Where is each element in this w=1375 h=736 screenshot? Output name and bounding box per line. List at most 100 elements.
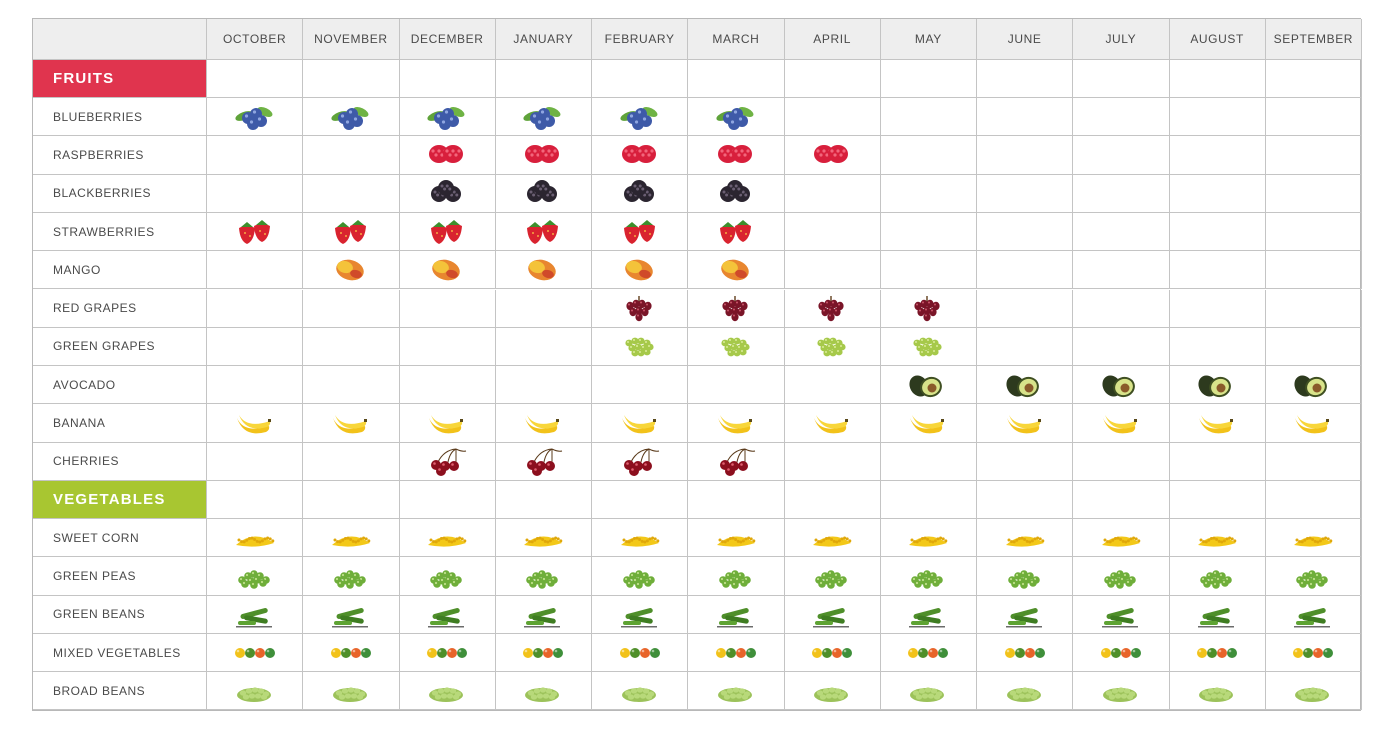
green-peas-icon [719,570,751,589]
cherries-icon [431,448,467,477]
green-peas-icon [1200,570,1232,589]
season-cell [688,136,785,175]
section-blank-cell [977,60,1074,98]
raspberries-icon [814,144,849,163]
green-peas-icon [622,570,655,589]
section-blank-cell [592,60,689,98]
season-cell [1265,212,1362,252]
sweet-corn-icon [620,536,659,547]
produce-name: GREEN GRAPES [53,339,156,354]
season-cell [1169,251,1266,290]
section-blank-cell [207,481,304,519]
section-blank-cell [207,60,304,98]
section-blank-cell [303,60,400,98]
produce-name: MIXED VEGETABLES [53,645,181,660]
season-cell [399,366,496,405]
raspberries-icon [717,144,752,163]
blackberries-icon [719,180,750,203]
sweet-corn-icon [813,536,852,547]
season-cell [207,98,304,137]
season-cell [1169,442,1266,481]
green-beans-icon [235,608,272,628]
sweet-corn-icon [909,536,948,547]
section-blank-cell [784,481,881,519]
season-cell [399,174,496,213]
season-cell [1073,519,1170,558]
row-label-red-grapes: RED GRAPES [33,289,207,328]
month-header-february: FEBRUARY [592,19,689,60]
green-beans-icon [331,608,368,628]
season-cell [495,672,592,711]
mixed-vegetables-icon [427,647,468,658]
season-cell [495,327,592,367]
broad-beans-icon [910,687,945,702]
section-blank-cell [399,60,496,98]
month-label: SEPTEMBER [1273,32,1354,46]
season-cell [1265,519,1362,558]
season-cell [688,174,785,213]
produce-name: MANGO [53,262,101,277]
season-cell [303,519,400,558]
month-label: AUGUST [1190,32,1244,46]
season-cell [880,174,977,213]
section-blank-cell [880,481,977,519]
season-cell [880,98,977,137]
season-cell [1169,404,1266,443]
season-cell [592,212,689,252]
season-cell [880,404,977,443]
section-blank-cell [1265,481,1362,519]
season-cell [592,672,689,711]
season-cell [303,174,400,213]
season-cell [495,289,592,328]
month-label: OCTOBER [222,32,287,46]
green-peas-icon [1296,570,1329,589]
season-cell [592,174,689,213]
season-cell [592,289,689,328]
season-cell [1073,366,1170,405]
season-cell [1169,327,1266,367]
season-cell [495,98,592,137]
season-cell [495,595,592,634]
season-cell [207,251,304,290]
season-cell [592,251,689,290]
avocado-icon [1006,375,1039,397]
mango-icon [528,259,557,281]
season-cell [207,327,304,367]
season-cell [303,327,400,367]
season-cell [784,633,881,673]
mixed-vegetables-icon [715,647,756,658]
season-cell [207,289,304,328]
mixed-vegetables-icon [1293,647,1334,658]
season-cell [977,98,1074,137]
red-grapes-icon [914,296,940,322]
strawberries-icon [431,219,463,244]
month-header-march: MARCH [688,19,785,60]
row-label-green-beans: GREEN BEANS [33,595,207,634]
mixed-vegetables-icon [330,647,371,658]
row-label-banana: BANANA [33,404,207,443]
season-cell [977,251,1074,290]
banana-icon [1199,415,1234,434]
season-cell [1265,633,1362,673]
broad-beans-icon [429,687,464,702]
season-cell [399,404,496,443]
broad-beans-icon [1102,687,1137,702]
cherries-icon [623,448,659,477]
season-cell [495,366,592,405]
section-header-fruits: FRUITS [33,60,207,98]
season-cell [1169,557,1266,596]
season-cell [1073,136,1170,175]
season-cell [784,327,881,367]
season-cell [1073,595,1170,634]
season-cell [784,366,881,405]
row-label-green-grapes: GREEN GRAPES [33,327,207,367]
produce-name: GREEN BEANS [53,607,146,622]
season-cell [303,633,400,673]
season-cell [688,633,785,673]
produce-name: CHERRIES [53,454,120,469]
season-cell [784,519,881,558]
season-cell [399,519,496,558]
cherries-icon [527,448,563,477]
season-cell [592,633,689,673]
season-cell [1169,672,1266,711]
